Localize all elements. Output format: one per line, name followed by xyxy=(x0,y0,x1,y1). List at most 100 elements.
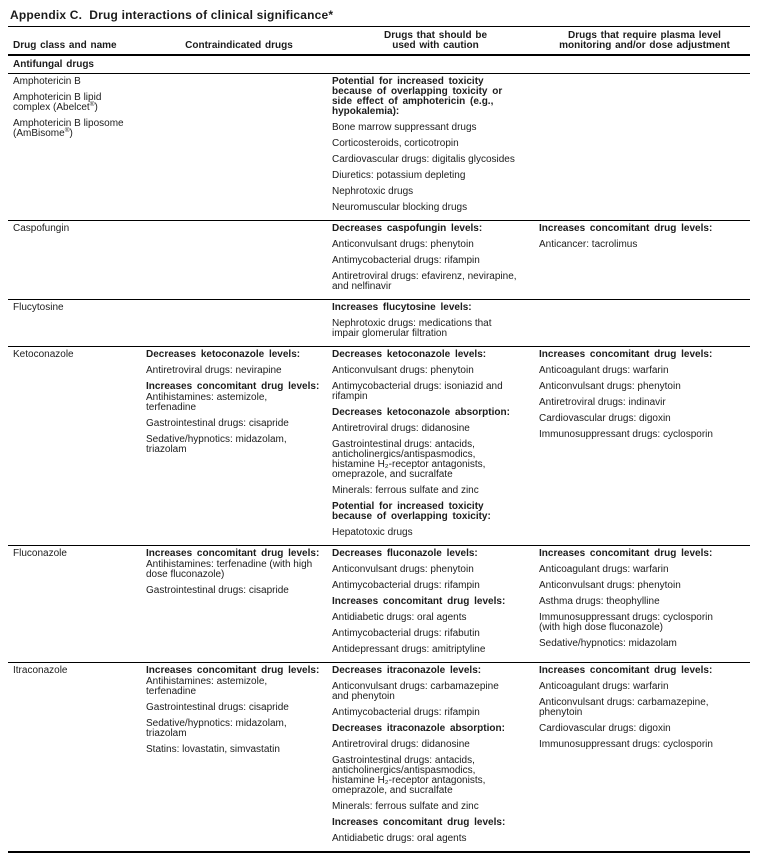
table-row: Flucytosine Increases flucytosine levels:… xyxy=(8,300,750,347)
cell-text: Gastrointestinal drugs: cisapride xyxy=(146,418,289,429)
cell-heading: Increases concomitant drug levels: xyxy=(332,596,506,607)
cell-monitoring: Increases concomitant drug levels: Antico… xyxy=(539,549,750,655)
cell-text: Anticonvulsant drugs: phenytoin xyxy=(332,239,474,250)
column-header-monitoring: Drugs that require plasma level monitori… xyxy=(559,30,730,51)
cell-text: Bone marrow suppressant drugs xyxy=(332,122,477,133)
cell-text: Anticonvulsant drugs: phenytoin xyxy=(539,580,681,591)
cell-text: Cardiovascular drugs: digoxin xyxy=(539,413,671,424)
cell-monitoring: Increases concomitant drug levels: Antico… xyxy=(539,350,750,538)
cell-text: Anticonvulsant drugs: phenytoin xyxy=(332,564,474,575)
cell-heading: Increases concomitant drug levels: xyxy=(539,223,713,234)
cell-heading: Decreases caspofungin levels: xyxy=(332,223,483,234)
cell-text: Antiretroviral drugs: efavirenz, nevirap… xyxy=(332,271,517,292)
cell-text: Sedative/hypnotics: midazolam xyxy=(539,638,677,649)
cell-text: Anticoagulant drugs: warfarin xyxy=(539,564,669,575)
cell-text: Gastrointestinal drugs: antacids, anticho… xyxy=(332,439,486,480)
cell-caution: Increases flucytosine levels: Nephrotoxic… xyxy=(332,303,539,339)
cell-caution: Decreases caspofungin levels: Anticonvuls… xyxy=(332,224,539,292)
table-body: Amphotericin B Amphotericin B lipid comple… xyxy=(8,74,750,853)
cell-text: Antiretroviral drugs: indinavir xyxy=(539,397,666,408)
cell-text: Antimycobacterial drugs: rifabutin xyxy=(332,628,480,639)
cell-drug-name: Amphotericin B Amphotericin B lipid comple… xyxy=(8,77,146,213)
cell-text: Anticancer: tacrolimus xyxy=(539,239,638,250)
table-header-row: Drug class and name Contraindicated drug… xyxy=(8,27,750,56)
cell-heading: Decreases fluconazole levels: xyxy=(332,548,478,559)
cell-text: Minerals: ferrous sulfate and zinc xyxy=(332,801,479,812)
cell-heading: Increases concomitant drug levels: xyxy=(146,381,320,392)
cell-caution: Decreases itraconazole levels: Anticonvul… xyxy=(332,666,539,844)
cell-text: Antiretroviral drugs: nevirapine xyxy=(146,365,282,376)
cell-heading: Decreases ketoconazole absorption: xyxy=(332,407,510,418)
cell-text: Gastrointestinal drugs: antacids, anticho… xyxy=(332,755,486,796)
cell-heading: Increases concomitant drug levels: xyxy=(539,349,713,360)
table-row: Ketoconazole Decreases ketoconazole level… xyxy=(8,347,750,546)
cell-heading: Decreases ketoconazole levels: xyxy=(332,349,487,360)
cell-text: Anticonvulsant drugs: phenytoin xyxy=(332,365,474,376)
cell-contraindicated xyxy=(146,77,332,213)
cell-text: Nephrotoxic drugs xyxy=(332,186,414,197)
cell-text: Statins: lovastatin, simvastatin xyxy=(146,744,280,755)
table-row: Amphotericin B Amphotericin B lipid comple… xyxy=(8,74,750,221)
cell-text: Antihistamines: astemizole, terfenadine xyxy=(146,676,268,697)
cell-drug-name: Flucytosine xyxy=(8,303,146,339)
cell-heading: Potential for increased toxicity because … xyxy=(332,501,491,522)
cell-text: Corticosteroids, corticotropin xyxy=(332,138,459,149)
cell-text: Sedative/hypnotics: midazolam, triazolam xyxy=(146,434,287,455)
cell-text: Antimycobacterial drugs: rifampin xyxy=(332,255,480,266)
cell-monitoring xyxy=(539,77,750,213)
cell-text: Anticonvulsant drugs: carbamazepine, phen… xyxy=(539,697,709,718)
cell-text: Cardiovascular drugs: digitalis glycosid… xyxy=(332,154,515,165)
table-row: Caspofungin Decreases caspofungin levels:… xyxy=(8,221,750,300)
cell-text: Antidiabetic drugs: oral agents xyxy=(332,833,467,844)
cell-text: Antidiabetic drugs: oral agents xyxy=(332,612,467,623)
cell-text: Immunosuppressant drugs: cyclosporin xyxy=(539,739,713,750)
cell-text: Minerals: ferrous sulfate and zinc xyxy=(332,485,479,496)
cell-heading: Increases flucytosine levels: xyxy=(332,302,472,313)
cell-contraindicated: Increases concomitant drug levels: Antihi… xyxy=(146,549,332,655)
cell-text: Antimycobacterial drugs: rifampin xyxy=(332,707,480,718)
cell-drug-name: Fluconazole xyxy=(8,549,146,655)
cell-text: Itraconazole xyxy=(13,665,68,676)
cell-contraindicated xyxy=(146,303,332,339)
cell-text: Amphotericin B lipid complex (Abelcet®) xyxy=(13,92,102,113)
cell-contraindicated: Increases concomitant drug levels: Antihi… xyxy=(146,666,332,844)
cell-monitoring: Increases concomitant drug levels: Antica… xyxy=(539,224,750,292)
cell-text: Immunosuppressant drugs: cyclosporin xyxy=(539,429,713,440)
cell-text: Fluconazole xyxy=(13,548,67,559)
cell-drug-name: Itraconazole xyxy=(8,666,146,844)
cell-text: Cardiovascular drugs: digoxin xyxy=(539,723,671,734)
cell-text: Anticonvulsant drugs: carbamazepine and p… xyxy=(332,681,499,702)
cell-text: Asthma drugs: theophylline xyxy=(539,596,660,607)
cell-text: Nephrotoxic drugs: medications that impai… xyxy=(332,318,492,339)
table-row: Fluconazole Increases concomitant drug le… xyxy=(8,546,750,663)
cell-heading: Decreases itraconazole absorption: xyxy=(332,723,505,734)
cell-text: Amphotericin B xyxy=(13,76,81,87)
cell-text: Gastrointestinal drugs: cisapride xyxy=(146,585,289,596)
cell-heading: Increases concomitant drug levels: xyxy=(146,665,320,676)
column-header-contraindicated: Contraindicated drugs xyxy=(185,40,293,51)
cell-heading: Increases concomitant drug levels: xyxy=(539,665,713,676)
cell-heading: Decreases ketoconazole levels: xyxy=(146,349,301,360)
cell-text: Anticonvulsant drugs: phenytoin xyxy=(539,381,681,392)
column-header-caution: Drugs that should be used with caution xyxy=(384,30,487,51)
cell-text: Caspofungin xyxy=(13,223,70,234)
table-row: Itraconazole Increases concomitant drug l… xyxy=(8,663,750,853)
cell-contraindicated: Decreases ketoconazole levels: Antiretrov… xyxy=(146,350,332,538)
cell-text: Amphotericin B liposome (AmBisome®) xyxy=(13,118,124,139)
cell-monitoring: Increases concomitant drug levels: Antico… xyxy=(539,666,750,844)
cell-heading: Potential for increased toxicity because … xyxy=(332,76,503,117)
cell-heading: Increases concomitant drug levels: xyxy=(332,817,506,828)
column-header-drug-class: Drug class and name xyxy=(13,40,117,51)
cell-caution: Decreases ketoconazole levels: Anticonvul… xyxy=(332,350,539,538)
cell-text: Antihistamines: astemizole, terfenadine xyxy=(146,392,268,413)
cell-text: Antidepressant drugs: amitriptyline xyxy=(332,644,486,655)
cell-text: Neuromuscular blocking drugs xyxy=(332,202,468,213)
cell-text: Anticoagulant drugs: warfarin xyxy=(539,681,669,692)
cell-monitoring xyxy=(539,303,750,339)
cell-heading: Increases concomitant drug levels: xyxy=(146,548,320,559)
cell-text: Immunosuppressant drugs: cyclosporin (wit… xyxy=(539,612,713,633)
cell-drug-name: Caspofungin xyxy=(8,224,146,292)
cell-text: Antihistamines: terfenadine (with high do… xyxy=(146,559,313,580)
cell-text: Ketoconazole xyxy=(13,349,74,360)
